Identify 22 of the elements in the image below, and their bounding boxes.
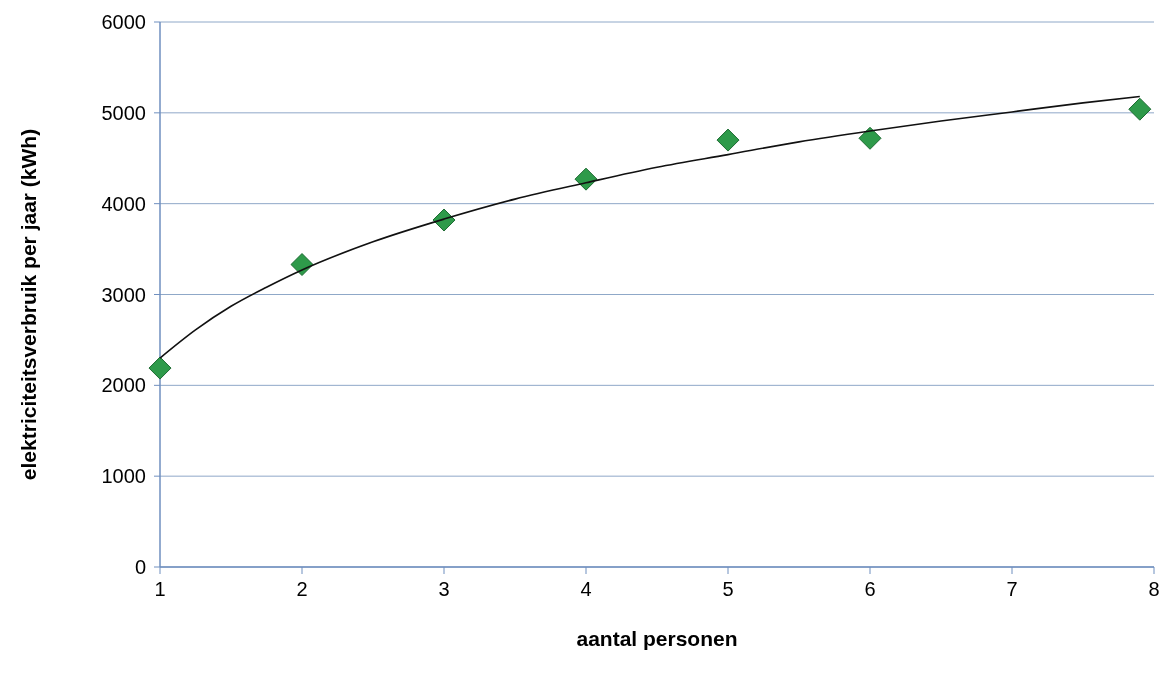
x-tick-label: 6 bbox=[864, 578, 876, 600]
y-tick-label: 3000 bbox=[101, 283, 146, 306]
x-axis-title: aantal personen bbox=[576, 627, 738, 650]
x-tick-label: 2 bbox=[296, 578, 308, 600]
x-tick-label: 1 bbox=[154, 578, 166, 600]
y-tick-label: 6000 bbox=[101, 11, 146, 33]
x-tick-label: 7 bbox=[1006, 578, 1018, 600]
x-tick-label: 8 bbox=[1148, 578, 1160, 600]
point bbox=[148, 356, 172, 380]
point bbox=[858, 126, 882, 150]
y-tick-label: 0 bbox=[134, 556, 146, 578]
x-tick-label: 4 bbox=[580, 578, 592, 600]
point bbox=[290, 253, 314, 277]
y-tick-label: 1000 bbox=[101, 465, 146, 488]
x-tick-label: 3 bbox=[438, 578, 450, 600]
y-tick-label: 5000 bbox=[101, 101, 146, 124]
y-axis-title: elektriciteitsverbruik per jaar (kWh) bbox=[17, 128, 40, 481]
y-tick-label: 4000 bbox=[101, 192, 146, 215]
x-tick-label: 5 bbox=[722, 578, 734, 600]
point bbox=[1128, 97, 1152, 121]
y-tick-label: 2000 bbox=[101, 374, 146, 397]
point bbox=[716, 128, 740, 152]
